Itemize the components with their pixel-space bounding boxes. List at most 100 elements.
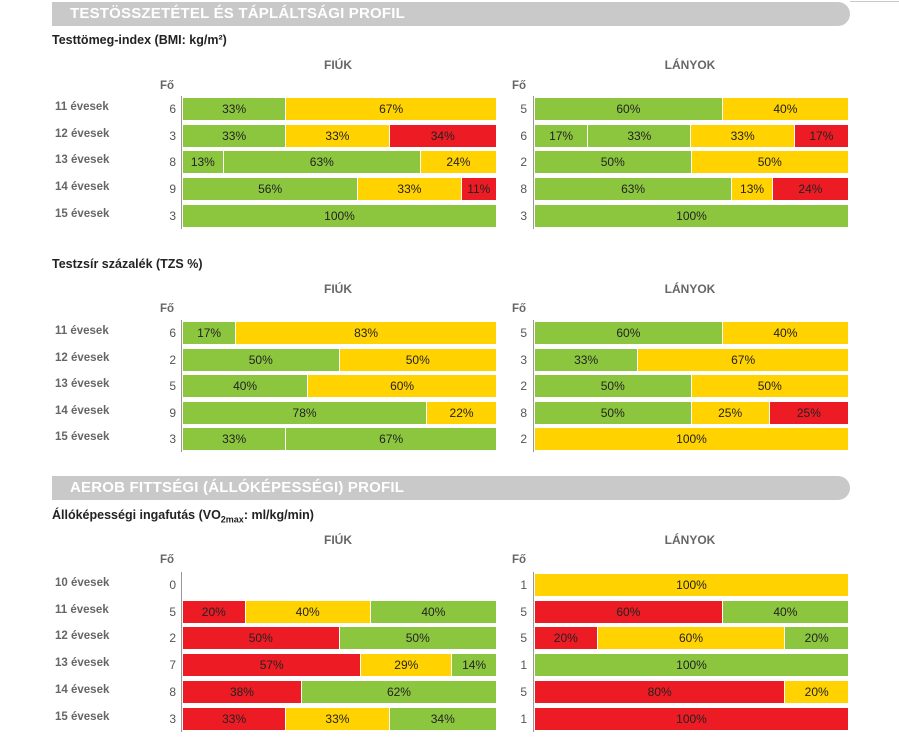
girls-stacked-bar: 100% bbox=[535, 707, 848, 730]
girls-axis-line bbox=[533, 320, 534, 452]
boys-column-header: FIÚK bbox=[324, 282, 352, 296]
bar-segment-red: 25% bbox=[769, 401, 848, 424]
bar-segment-green: 50% bbox=[535, 401, 692, 424]
boys-count: 9 bbox=[169, 182, 176, 197]
bar-segment-red: 20% bbox=[183, 600, 246, 623]
top-rule bbox=[850, 1, 899, 2]
bar-segment-red: 80% bbox=[535, 680, 786, 703]
boys-stacked-bar: 38% 62% bbox=[183, 680, 496, 703]
boys-column-header: FIÚK bbox=[324, 533, 352, 547]
girls-count: 3 bbox=[520, 208, 527, 223]
section-banner: TESTÖSSZETÉTEL ÉS TÁPLÁLTSÁGI PROFIL bbox=[52, 2, 850, 26]
bar-segment-green: 60% bbox=[535, 322, 723, 344]
boys-stacked-bar: 33% 33% 34% bbox=[183, 707, 496, 730]
bar-segment-red: 20% bbox=[535, 627, 598, 650]
bar-segment-green: 40% bbox=[722, 600, 848, 623]
bar-segment-red: 38% bbox=[183, 680, 302, 703]
boys-axis-line bbox=[181, 572, 182, 732]
bar-segment-yellow: 33% bbox=[286, 124, 390, 147]
chart-title: Testzsír százalék (TZS %) bbox=[52, 257, 203, 271]
section-banner: AEROB FITTSÉGI (ÁLLÓKÉPESSÉGI) PROFIL bbox=[52, 476, 850, 500]
bar-segment-yellow: 60% bbox=[308, 375, 496, 397]
bar-segment-green: 50% bbox=[535, 375, 692, 397]
girls-stacked-bar: 50% 50% bbox=[535, 375, 848, 397]
bar-segment-yellow: 100% bbox=[535, 428, 848, 450]
bar-segment-red: 57% bbox=[183, 654, 362, 677]
boys-count: 2 bbox=[169, 631, 176, 646]
girls-count: 5 bbox=[520, 631, 527, 646]
boys-stacked-bar: 50% 50% bbox=[183, 348, 496, 371]
bar-segment-green: 17% bbox=[535, 124, 589, 147]
bar-segment-red: 24% bbox=[772, 178, 848, 201]
bar-segment-green: 78% bbox=[183, 401, 428, 424]
girls-axis-line bbox=[533, 96, 534, 229]
bar-segment-green: 34% bbox=[389, 707, 496, 730]
bar-segment-yellow: 33% bbox=[358, 178, 462, 201]
girls-count: 1 bbox=[520, 711, 527, 726]
boys-count: 3 bbox=[169, 208, 176, 223]
bar-segment-yellow: 100% bbox=[535, 574, 848, 596]
bar-segment-yellow: 40% bbox=[722, 322, 848, 344]
bar-segment-green: 33% bbox=[183, 124, 287, 147]
girls-stacked-bar: 33% 67% bbox=[535, 348, 848, 371]
boys-axis-line bbox=[181, 320, 182, 452]
age-group-label: 14 évesek bbox=[55, 404, 110, 417]
girls-stacked-bar: 100% bbox=[535, 574, 848, 596]
bar-segment-yellow: 50% bbox=[691, 151, 848, 174]
bar-segment-green: 33% bbox=[588, 124, 692, 147]
age-group-label: 13 évesek bbox=[55, 657, 110, 670]
bar-segment-yellow: 33% bbox=[691, 124, 795, 147]
boys-axis-line bbox=[181, 96, 182, 229]
age-group-label: 12 évesek bbox=[55, 351, 110, 364]
boys-count-header: Fő bbox=[160, 80, 175, 92]
girls-count-header: Fő bbox=[512, 554, 527, 566]
girls-count: 8 bbox=[520, 405, 527, 420]
boys-stacked-bar: 56% 33% 11% bbox=[183, 178, 496, 201]
boys-stacked-bar: 100% bbox=[183, 204, 496, 227]
bar-segment-green: 50% bbox=[183, 348, 340, 371]
bar-segment-green: 100% bbox=[183, 204, 496, 227]
boys-stacked-bar: 13% 63% 24% bbox=[183, 151, 496, 174]
girls-count: 8 bbox=[520, 182, 527, 197]
girls-column-header: LÁNYOK bbox=[664, 533, 716, 547]
bar-segment-green: 56% bbox=[183, 178, 359, 201]
girls-stacked-bar: 60% 40% bbox=[535, 322, 848, 344]
girls-stacked-bar: 100% bbox=[535, 654, 848, 677]
girls-stacked-bar: 20% 60% 20% bbox=[535, 627, 848, 650]
boys-count: 8 bbox=[169, 155, 176, 170]
age-group-label: 15 évesek bbox=[55, 431, 110, 443]
bar-segment-green: 33% bbox=[183, 98, 287, 120]
boys-count: 3 bbox=[169, 432, 176, 446]
girls-stacked-bar: 17% 33% 33% 17% bbox=[535, 124, 848, 147]
girls-stacked-bar: 100% bbox=[535, 204, 848, 227]
bar-segment-yellow: 22% bbox=[427, 401, 496, 424]
bar-segment-green: 100% bbox=[535, 204, 848, 227]
bar-segment-green: 62% bbox=[301, 680, 496, 703]
bar-segment-yellow: 33% bbox=[286, 707, 390, 730]
bar-segment-red: 100% bbox=[535, 707, 848, 730]
chart-title: Állóképességi ingafutás (VO2max: ml/kg/m… bbox=[52, 508, 314, 525]
girls-axis-line bbox=[533, 572, 534, 732]
boys-stacked-bar: 20% 40% 40% bbox=[183, 600, 496, 623]
bar-segment-green: 14% bbox=[452, 654, 496, 677]
bar-segment-yellow: 25% bbox=[691, 401, 770, 424]
bar-segment-red: 11% bbox=[461, 178, 496, 201]
girls-stacked-bar: 80% 20% bbox=[535, 680, 848, 703]
girls-stacked-bar: 100% bbox=[535, 428, 848, 450]
girls-column-header: LÁNYOK bbox=[664, 282, 716, 296]
bar-segment-yellow: 60% bbox=[597, 627, 786, 650]
girls-count: 2 bbox=[520, 432, 527, 446]
bar-segment-green: 50% bbox=[339, 627, 496, 650]
girls-stacked-bar: 60% 40% bbox=[535, 98, 848, 120]
boys-stacked-bar: 57% 29% 14% bbox=[183, 654, 496, 677]
boys-count: 0 bbox=[169, 578, 176, 592]
girls-count: 5 bbox=[520, 102, 527, 116]
bar-segment-yellow: 13% bbox=[732, 178, 773, 201]
bar-segment-red: 34% bbox=[389, 124, 496, 147]
girls-count: 5 bbox=[520, 326, 527, 340]
bar-segment-red: 60% bbox=[535, 600, 723, 623]
bar-segment-green: 63% bbox=[535, 178, 733, 201]
age-group-label: 13 évesek bbox=[55, 154, 110, 167]
boys-count-header: Fő bbox=[160, 303, 175, 315]
girls-count: 5 bbox=[520, 604, 527, 619]
